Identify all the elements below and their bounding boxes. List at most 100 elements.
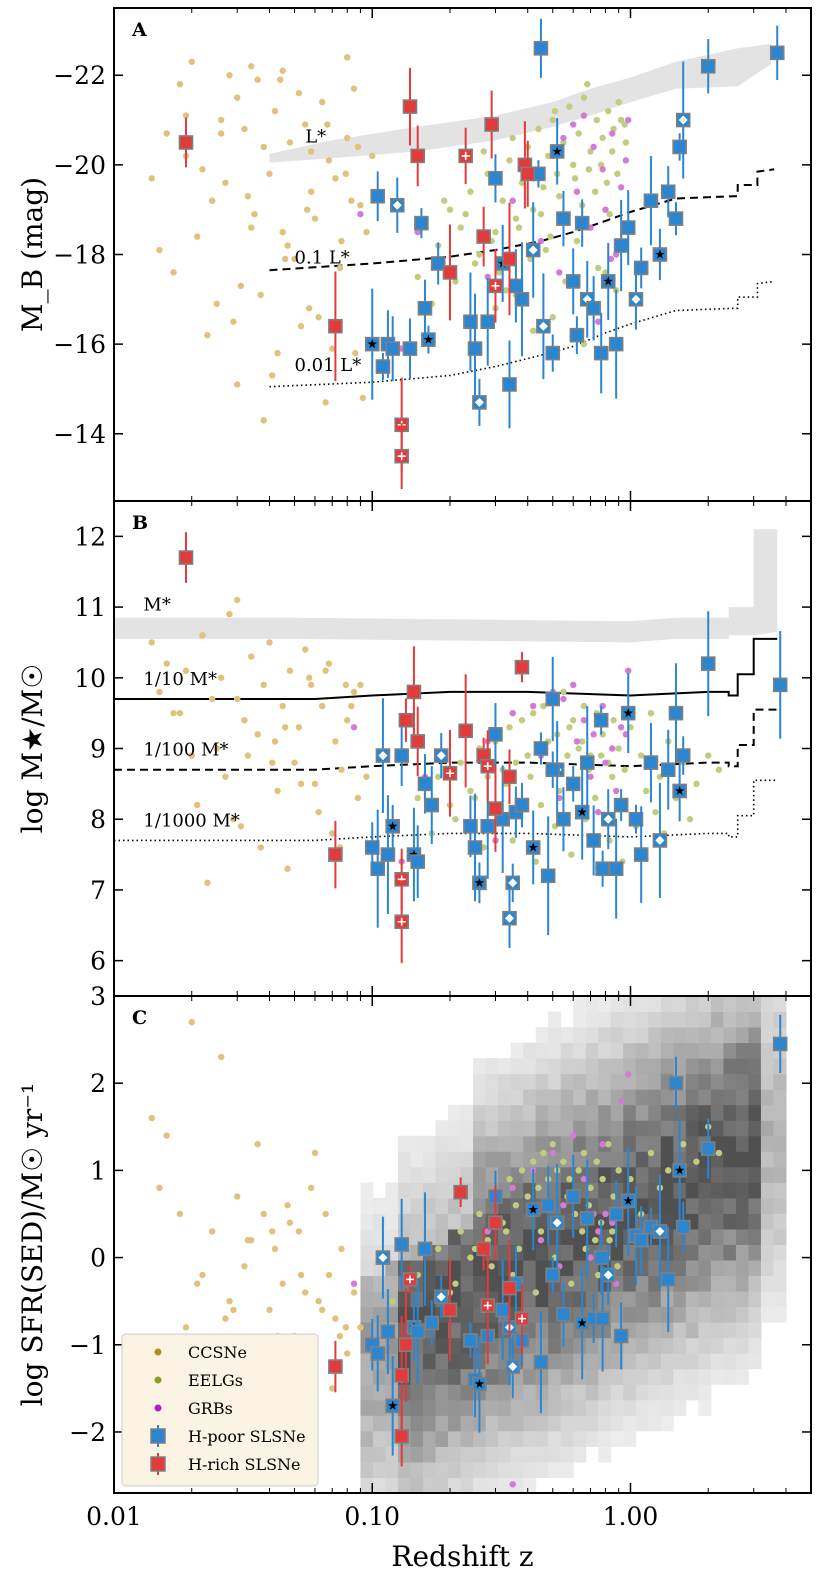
heatmap-cell (523, 1353, 537, 1370)
heatmap-cell (585, 1197, 599, 1214)
heatmap-cell (735, 1306, 749, 1323)
heatmap-cell (473, 1275, 487, 1292)
heatmap-cell (723, 1042, 737, 1059)
data-point-ccsne (357, 1324, 364, 1331)
heatmap-cell (448, 1415, 462, 1432)
y-tick-label: −22 (53, 61, 106, 90)
heatmap-cell (623, 1353, 637, 1370)
heatmap-cell (510, 1089, 524, 1106)
heatmap-cell (648, 1399, 662, 1416)
heatmap-cell (773, 1166, 787, 1183)
heatmap-cell (360, 1322, 374, 1339)
heatmap-cell (485, 1104, 499, 1121)
heatmap-cell (560, 1415, 574, 1432)
heatmap-cell (523, 1399, 537, 1416)
heatmap-cell (635, 996, 649, 1013)
diamond-glyph (528, 245, 538, 255)
data-point-ccsne (163, 1132, 170, 1139)
heatmap-cell (760, 1089, 774, 1106)
heatmap-cell (735, 1337, 749, 1354)
heatmap-cell (535, 1337, 549, 1354)
data-point-grbs (607, 255, 615, 263)
heatmap-cell (523, 1120, 537, 1137)
data-point-eelgs (705, 752, 712, 759)
data-point-ccsne (281, 724, 289, 731)
data-point-hpoor (370, 1346, 386, 1361)
heatmap-cell (397, 1415, 411, 1432)
heatmap-cell (573, 1415, 587, 1432)
data-point-hrich (410, 148, 426, 164)
data-point-ccsne (156, 1184, 163, 1192)
heatmap-cell (773, 1120, 787, 1137)
annotation-label: 1/1000 M* (143, 810, 239, 831)
heatmap-cell (760, 1213, 774, 1230)
heatmap-cell (710, 1337, 724, 1354)
heatmap-cell (635, 1337, 649, 1354)
data-point-ccsne (251, 210, 258, 218)
star-glyph (409, 849, 419, 859)
data-point-grbs (529, 702, 537, 710)
data-point-ccsne (254, 76, 261, 83)
data-point-ccsne (257, 291, 264, 299)
data-point-ccsne (325, 660, 333, 667)
heatmap-cell (598, 996, 612, 1013)
data-point-ccsne (204, 331, 211, 339)
heatmap-cell (710, 1275, 724, 1292)
heatmap-cell (723, 1322, 737, 1339)
data-point-eelgs (467, 188, 474, 195)
data-point-hpoor (502, 377, 517, 392)
heatmap-cell (360, 1461, 374, 1478)
data-point-ccsne (156, 688, 163, 696)
heatmap-cell (485, 1461, 499, 1478)
data-point-hpoor (613, 1328, 629, 1344)
data-point-grbs (617, 1097, 625, 1104)
star-glyph (423, 334, 434, 344)
data-point-eelgs (615, 1167, 622, 1174)
heatmap-cell (360, 1446, 374, 1463)
data-point-eelgs (542, 246, 550, 254)
heatmap-cell (723, 1027, 737, 1044)
data-point-ccsne (281, 255, 289, 263)
data-point-hpoor (514, 292, 530, 307)
data-point-hrich (476, 229, 491, 244)
heatmap-cell (535, 1461, 549, 1478)
data-point-eelgs (502, 1228, 510, 1235)
heatmap-cell (635, 1353, 649, 1370)
heatmap-cell (685, 1368, 699, 1385)
data-point-ccsne (369, 152, 376, 160)
data-point-hpoor (660, 184, 676, 200)
heatmap-cell (710, 1353, 724, 1370)
heatmap-cell (510, 1415, 524, 1432)
heatmap-cell (435, 1430, 449, 1447)
heatmap-cell (560, 1260, 574, 1277)
star-glyph (577, 807, 587, 817)
data-point-grbs (590, 143, 597, 151)
heatmap-cell (660, 1415, 674, 1432)
heatmap-cell (723, 1197, 737, 1214)
data-point-hpoor (533, 1354, 549, 1370)
heatmap-cell (685, 1322, 699, 1339)
heatmap-cell (423, 1337, 437, 1354)
heatmap-cell (548, 1120, 562, 1137)
data-point-hrich (520, 166, 536, 182)
data-point-grbs (509, 1481, 516, 1488)
data-point-eelgs (564, 752, 571, 759)
data-point-ccsne (325, 1271, 333, 1279)
heatmap-cell (473, 1058, 487, 1075)
heatmap-cell (698, 1011, 712, 1028)
heatmap-cell (635, 1151, 649, 1168)
heatmap-cell (698, 1399, 712, 1416)
data-point-ccsne (226, 72, 233, 79)
star-glyph (655, 249, 665, 259)
heatmap-cell (485, 1477, 499, 1493)
data-point-hpoor (772, 677, 788, 693)
annotation-label: 0.01 L* (295, 355, 362, 376)
cross-glyph (483, 762, 492, 771)
data-point-eelgs (647, 1149, 655, 1157)
data-point-hpoor (700, 58, 716, 74)
heatmap-cell (372, 1477, 386, 1493)
heatmap-cell (660, 1042, 674, 1059)
heatmap-cell (498, 1260, 512, 1277)
data-point-eelgs (637, 752, 645, 759)
data-point-eelgs (512, 1202, 520, 1209)
